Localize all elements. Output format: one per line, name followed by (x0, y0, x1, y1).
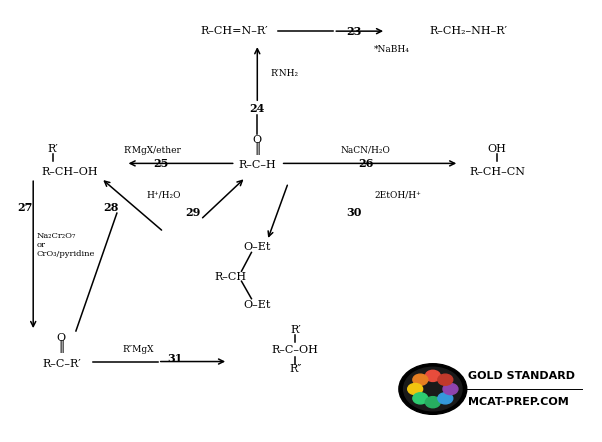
Text: MCAT-PREP.COM: MCAT-PREP.COM (468, 397, 569, 407)
Text: 30: 30 (346, 207, 362, 218)
Text: 23: 23 (346, 26, 362, 37)
Text: H⁺/H₂O: H⁺/H₂O (147, 191, 181, 199)
Text: R′NH₂: R′NH₂ (271, 69, 299, 78)
Text: 27: 27 (17, 202, 33, 213)
Text: R–C–H: R–C–H (238, 160, 276, 170)
Circle shape (438, 374, 453, 385)
Text: ‖: ‖ (254, 142, 261, 156)
Text: O–Et: O–Et (244, 300, 271, 310)
Text: R′: R′ (47, 144, 58, 154)
Text: NaCN/H₂O: NaCN/H₂O (341, 146, 391, 155)
Text: OH: OH (488, 144, 507, 154)
Text: 25: 25 (153, 158, 169, 169)
Text: R″: R″ (289, 364, 302, 374)
Circle shape (426, 396, 440, 408)
Circle shape (403, 367, 462, 411)
Text: R–CH: R–CH (215, 272, 247, 282)
Circle shape (408, 384, 423, 395)
Circle shape (399, 364, 467, 414)
Circle shape (426, 370, 440, 381)
Text: O: O (253, 135, 262, 145)
Text: 24: 24 (250, 103, 265, 114)
Text: 2EtOH/H⁺: 2EtOH/H⁺ (374, 191, 421, 199)
Text: O: O (57, 333, 66, 343)
Text: R′MgX/ether: R′MgX/ether (123, 146, 181, 155)
Text: R–C–OH: R–C–OH (272, 345, 318, 355)
Circle shape (413, 374, 428, 385)
Text: GOLD STANDARD: GOLD STANDARD (468, 371, 575, 381)
Text: 28: 28 (104, 202, 119, 213)
Text: Na₂Cr₂O₇
or
CrO₃/pyridine: Na₂Cr₂O₇ or CrO₃/pyridine (37, 232, 95, 258)
Text: *NaBH₄: *NaBH₄ (374, 45, 410, 54)
Circle shape (443, 384, 458, 395)
Text: 29: 29 (185, 207, 200, 218)
Text: R–CH–CN: R–CH–CN (469, 167, 525, 177)
Text: R–CH₂–NH–R′: R–CH₂–NH–R′ (429, 26, 507, 36)
Text: R′: R′ (290, 325, 300, 335)
Text: R–C–R′: R–C–R′ (42, 359, 81, 369)
Text: 31: 31 (168, 353, 183, 364)
Text: R–CH=N–R′: R–CH=N–R′ (200, 26, 268, 36)
Text: ‖: ‖ (58, 340, 64, 353)
Text: R–CH–OH: R–CH–OH (42, 167, 98, 177)
Text: R″MgX: R″MgX (123, 345, 154, 354)
Circle shape (438, 393, 453, 404)
Text: O–Et: O–Et (244, 242, 271, 252)
Text: 26: 26 (358, 158, 373, 169)
Circle shape (413, 393, 428, 404)
